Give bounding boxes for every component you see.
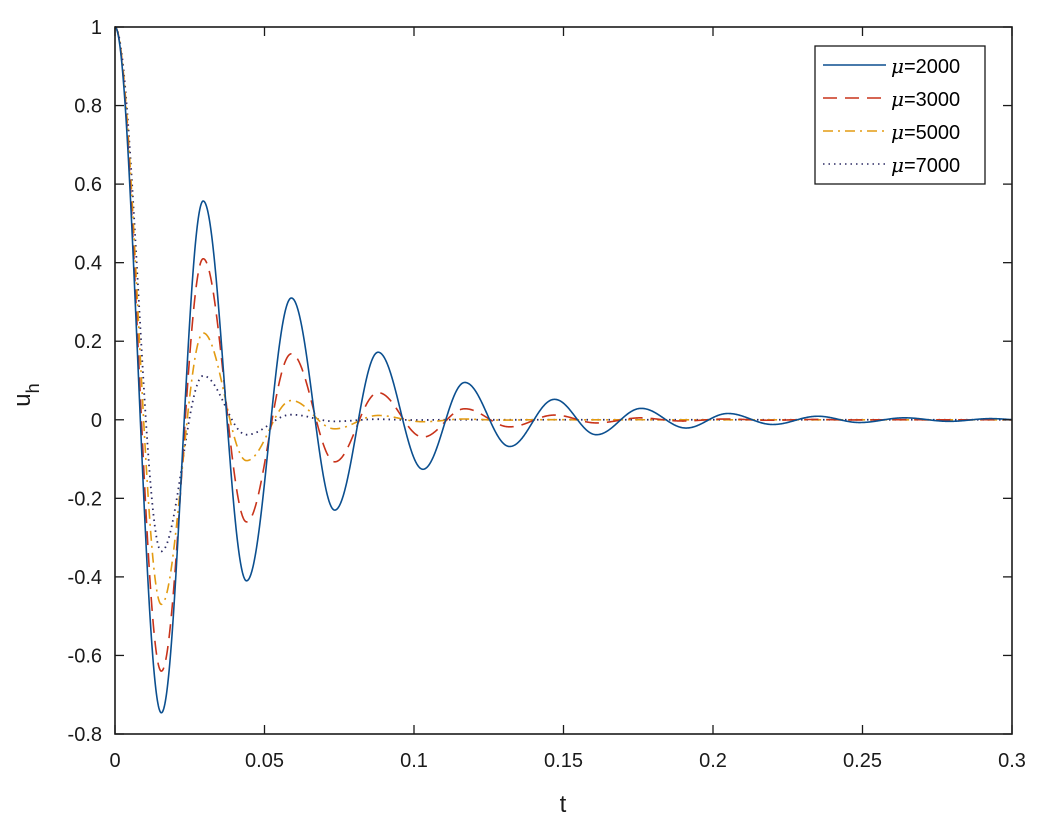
legend-label: μ=5000 xyxy=(891,120,960,144)
mu-symbol: μ xyxy=(891,120,904,144)
svg-text:uh: uh xyxy=(9,383,43,406)
plot-lines xyxy=(114,26,1013,714)
legend-box xyxy=(814,45,986,185)
legend-label: μ=2000 xyxy=(891,54,960,78)
y-tick-label: 0.6 xyxy=(74,174,102,196)
x-tick-label: 0.2 xyxy=(699,750,727,772)
y-axis-label-subscript: h xyxy=(23,383,43,393)
legend-item: μ=3000 xyxy=(823,87,960,111)
legend-item: μ=2000 xyxy=(823,54,960,78)
series-line-mu-3000 xyxy=(114,26,1013,672)
y-axis-label: uh xyxy=(9,383,43,406)
legend-label: μ=7000 xyxy=(891,153,960,177)
mu-symbol: μ xyxy=(891,153,904,177)
x-tick-label: 0.1 xyxy=(400,750,428,772)
series-line-mu-2000 xyxy=(114,26,1013,714)
legend-item: μ=7000 xyxy=(823,153,960,177)
y-tick-label: 1 xyxy=(91,17,102,39)
y-tick-label: 0.4 xyxy=(74,253,102,275)
x-tick-label: 0 xyxy=(109,750,120,772)
mu-symbol: μ xyxy=(891,54,904,78)
x-axis-label: t xyxy=(560,791,567,818)
x-axis-tick-labels: 0 0.05 0.1 0.15 0.2 0.25 0.3 xyxy=(109,750,1025,772)
x-tick-label: 0.25 xyxy=(843,750,882,772)
y-tick-label: -0.8 xyxy=(68,724,102,746)
y-axis-tick-labels: -0.8 -0.6 -0.4 -0.2 0 0.2 0.4 0.6 0.8 1 xyxy=(68,17,102,746)
y-tick-label: -0.6 xyxy=(68,645,102,667)
y-tick-label: 0 xyxy=(91,410,102,432)
x-tick-label: 0.3 xyxy=(998,750,1026,772)
axis-ticks xyxy=(114,26,1013,735)
mu-symbol: μ xyxy=(891,87,904,111)
legend: μ=2000 μ=3000 μ=5000 μ=7000 xyxy=(814,45,986,185)
x-tick-label: 0.05 xyxy=(245,750,284,772)
x-tick-label: 0.15 xyxy=(544,750,583,772)
y-tick-label: 0.2 xyxy=(74,331,102,353)
legend-item: μ=5000 xyxy=(823,120,960,144)
series-line-mu-5000 xyxy=(114,26,1013,606)
y-axis-label-main: u xyxy=(9,393,36,406)
y-tick-label: 0.8 xyxy=(74,96,102,118)
legend-label: μ=3000 xyxy=(891,87,960,111)
y-tick-label: -0.2 xyxy=(68,488,102,510)
y-tick-label: -0.4 xyxy=(68,567,102,589)
